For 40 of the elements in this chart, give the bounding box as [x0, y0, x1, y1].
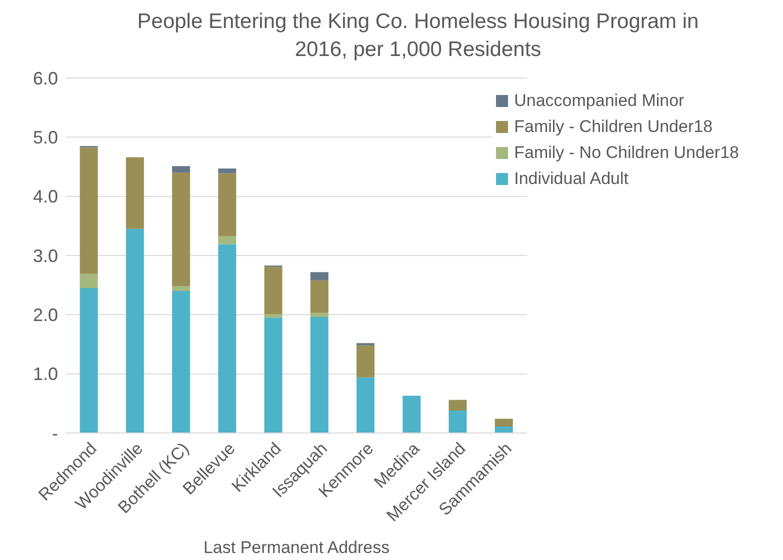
y-tick-label: 2.0	[32, 305, 58, 326]
bar	[310, 317, 328, 433]
legend-label: Unaccompanied Minor	[514, 90, 684, 112]
bar	[172, 286, 190, 291]
bar	[310, 280, 328, 313]
y-tick-label: 6.0	[32, 68, 58, 88]
bar	[218, 173, 236, 236]
bar	[310, 272, 328, 280]
bar	[126, 157, 144, 229]
bar	[310, 312, 328, 318]
bar	[172, 291, 190, 433]
y-tick-label: -	[52, 423, 58, 444]
y-tick-label: 1.0	[32, 364, 58, 384]
y-tick-label: 5.0	[32, 128, 58, 148]
legend-label: Family - Children Under18	[514, 116, 713, 138]
bar	[494, 418, 513, 426]
bar	[402, 396, 421, 433]
bar	[172, 166, 190, 173]
bar	[218, 244, 236, 433]
bar	[218, 236, 236, 244]
y-tick-label: 3.0	[32, 246, 58, 266]
bar	[80, 288, 98, 433]
bar	[80, 274, 98, 288]
legend-label: Individual Adult	[514, 168, 628, 190]
y-tick-label: 4.0	[32, 186, 58, 207]
bar	[264, 266, 282, 314]
bar	[218, 168, 236, 174]
bar	[448, 410, 467, 433]
bar	[264, 318, 282, 433]
bar	[80, 147, 98, 274]
bar	[126, 228, 144, 433]
bar	[264, 314, 282, 318]
bar	[172, 172, 190, 286]
bar	[356, 345, 375, 378]
bar	[494, 426, 513, 433]
x-axis-title: Last Permanent Address	[203, 538, 390, 557]
bar	[356, 377, 375, 433]
chart-title: People Entering the King Co. Homeless Housing Program in 2016, per 1,000 Residents	[136, 9, 700, 63]
bar	[448, 400, 467, 411]
legend-label: Family - No Children Under18	[514, 142, 739, 164]
